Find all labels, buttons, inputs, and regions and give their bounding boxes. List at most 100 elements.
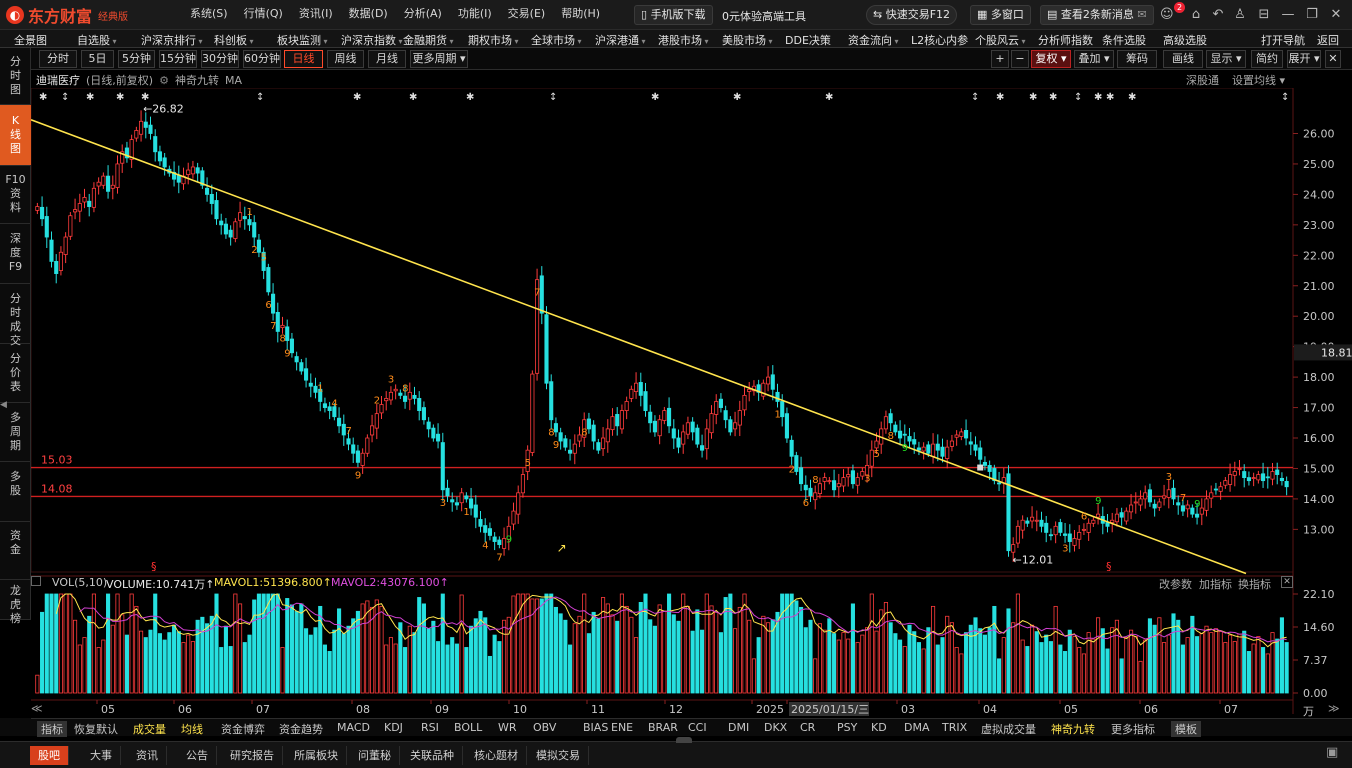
switch-indicator-link[interactable]: 换指标	[1238, 578, 1271, 591]
set-ma-link[interactable]: 设置均线 ▾	[1232, 74, 1286, 87]
status-tab-8[interactable]: 核心题材	[466, 746, 527, 765]
nav-item-4[interactable]: 板块监测	[277, 32, 328, 48]
status-tab-7[interactable]: 关联品种	[402, 746, 463, 765]
period-7[interactable]: 周线	[327, 50, 364, 68]
period-1[interactable]: 5日	[81, 50, 114, 68]
close-panel-icon[interactable]: ✕	[1281, 576, 1293, 588]
nav-item-18[interactable]: 高级选股	[1163, 34, 1207, 47]
nav-item-10[interactable]: 港股市场	[658, 32, 709, 48]
indicator-name[interactable]: 神奇九转	[174, 74, 219, 87]
indicator-tab-2[interactable]: 成交量	[133, 723, 166, 736]
nav-item-8[interactable]: 全球市场	[531, 32, 582, 48]
status-tab-6[interactable]: 问董秘	[350, 746, 400, 765]
indicator-tab-11[interactable]: OBV	[533, 721, 557, 734]
event-marker[interactable]: ✱	[116, 92, 124, 103]
toolbar-right-5[interactable]: 画线	[1163, 50, 1203, 68]
settings-icon[interactable]: ⊟	[1258, 7, 1270, 22]
nav-item-16[interactable]: 分析师指数	[1038, 34, 1093, 47]
status-tab-0[interactable]: 股吧	[30, 746, 69, 765]
leftnav-6[interactable]: 多周期	[0, 403, 31, 462]
menu-item-2[interactable]: 资讯(I)	[298, 7, 333, 20]
event-marker[interactable]: ✱	[733, 92, 741, 103]
period-9[interactable]: 更多周期 ▾	[410, 50, 468, 68]
period-2[interactable]: 5分钟	[118, 50, 155, 68]
menu-item-4[interactable]: 分析(A)	[403, 7, 442, 20]
toolbar-right-8[interactable]: 展开 ▾	[1287, 50, 1321, 68]
kline-chart[interactable]: 26.0025.0024.0023.0022.0021.0020.0019.00…	[31, 88, 1352, 718]
ma-label[interactable]: MA	[224, 73, 242, 87]
leftnav-3[interactable]: 深度 F9	[0, 224, 31, 284]
indicator-tab-10[interactable]: WR	[498, 721, 517, 734]
indicator-tab-23[interactable]: 虚拟成交量	[981, 723, 1036, 736]
scroll-left-icon[interactable]: ≪	[31, 702, 43, 715]
event-marker[interactable]: ✱	[39, 92, 47, 103]
indicator-tab-24[interactable]: 神奇九转	[1051, 723, 1095, 736]
period-5[interactable]: 60分钟	[243, 50, 281, 68]
indicator-tab-22[interactable]: TRIX	[942, 721, 968, 734]
menu-item-5[interactable]: 功能(I)	[457, 7, 492, 20]
indicator-tab-19[interactable]: PSY	[837, 721, 858, 734]
expand-icon[interactable]: ✕	[1325, 50, 1341, 68]
grid-icon[interactable]: ▣	[1326, 745, 1339, 760]
mobile-download-button[interactable]: ▯ 手机版下载	[634, 5, 713, 25]
user-icon[interactable]: ☺	[1160, 7, 1174, 22]
event-marker[interactable]: ✱	[1094, 92, 1102, 103]
event-marker[interactable]: ✱	[409, 92, 417, 103]
collapse-box[interactable]	[31, 576, 41, 586]
period-0[interactable]: 分时	[39, 50, 77, 68]
toolbar-right-1[interactable]: −	[1011, 50, 1029, 68]
event-marker[interactable]: ✱	[1128, 92, 1136, 103]
indicator-tab-6[interactable]: MACD	[337, 721, 370, 734]
event-marker[interactable]: ↕	[256, 92, 264, 103]
nav-item-15[interactable]: 个股风云	[975, 32, 1026, 48]
event-marker[interactable]: ↕	[1281, 92, 1289, 103]
event-marker[interactable]: ✱	[1106, 92, 1114, 103]
toolbar-right-0[interactable]: +	[991, 50, 1009, 68]
event-marker[interactable]: ✱	[86, 92, 94, 103]
indicator-tab-20[interactable]: KD	[871, 721, 887, 734]
collapse-left-icon[interactable]: ◀	[0, 400, 7, 410]
event-marker[interactable]: ✱	[1049, 92, 1057, 103]
toolbar-right-4[interactable]: 筹码	[1117, 50, 1157, 68]
leftnav-0[interactable]: 分时图	[0, 48, 31, 105]
leftnav-9[interactable]: 龙虎榜	[0, 580, 31, 625]
nav-item-5[interactable]: 沪深京指数	[341, 32, 403, 48]
indicator-tab-0[interactable]: 指标	[37, 721, 67, 737]
promo-link[interactable]: 0元体验高端工具	[722, 10, 806, 23]
status-tab-9[interactable]: 模拟交易	[528, 746, 589, 765]
nav-item-2[interactable]: 沪深京排行	[141, 32, 203, 48]
event-marker[interactable]: ↕	[1074, 92, 1082, 103]
line-anchor-handle[interactable]	[977, 464, 984, 471]
status-tab-3[interactable]: 公告	[178, 746, 217, 765]
menu-item-3[interactable]: 数据(D)	[348, 7, 388, 20]
nav-item-11[interactable]: 美股市场	[722, 32, 773, 48]
nav-item-7[interactable]: 期权市场	[468, 32, 519, 48]
period-8[interactable]: 月线	[368, 50, 406, 68]
trend-line[interactable]	[31, 119, 1247, 575]
indicator-tab-5[interactable]: 资金趋势	[279, 723, 323, 736]
event-marker[interactable]: ✱	[996, 92, 1004, 103]
indicator-tab-9[interactable]: BOLL	[454, 721, 483, 734]
period-6[interactable]: 日线	[284, 50, 323, 68]
nav-item-3[interactable]: 科创板	[214, 32, 254, 48]
gear-icon[interactable]: ⚙	[159, 73, 169, 87]
status-tab-2[interactable]: 资讯	[128, 746, 167, 765]
toolbar-right-6[interactable]: 显示 ▾	[1206, 50, 1246, 68]
leftnav-4[interactable]: 分时成交	[0, 284, 31, 347]
leftnav-7[interactable]: 多股	[0, 462, 31, 522]
menu-item-0[interactable]: 系统(S)	[190, 7, 228, 20]
period-3[interactable]: 15分钟	[159, 50, 197, 68]
leftnav-2[interactable]: F10 资料	[0, 166, 31, 224]
toolbar-right-3[interactable]: 叠加 ▾	[1074, 50, 1114, 68]
restore-icon[interactable]: ❐	[1306, 7, 1318, 22]
nav-item-14[interactable]: L2核心内参	[911, 34, 969, 47]
minimize-icon[interactable]: —	[1281, 7, 1295, 22]
leftnav-5[interactable]: 分价表	[0, 344, 31, 403]
nav-item-13[interactable]: 资金流向	[848, 32, 899, 48]
fast-trade-button[interactable]: ⇆ 快速交易F12	[866, 5, 958, 25]
indicator-tab-16[interactable]: DMI	[728, 721, 750, 734]
status-tab-1[interactable]: 大事	[82, 746, 121, 765]
close-icon[interactable]: ✕	[1330, 7, 1342, 22]
nav-item-0[interactable]: 全景图	[14, 34, 47, 47]
event-marker[interactable]: ✱	[353, 92, 361, 103]
